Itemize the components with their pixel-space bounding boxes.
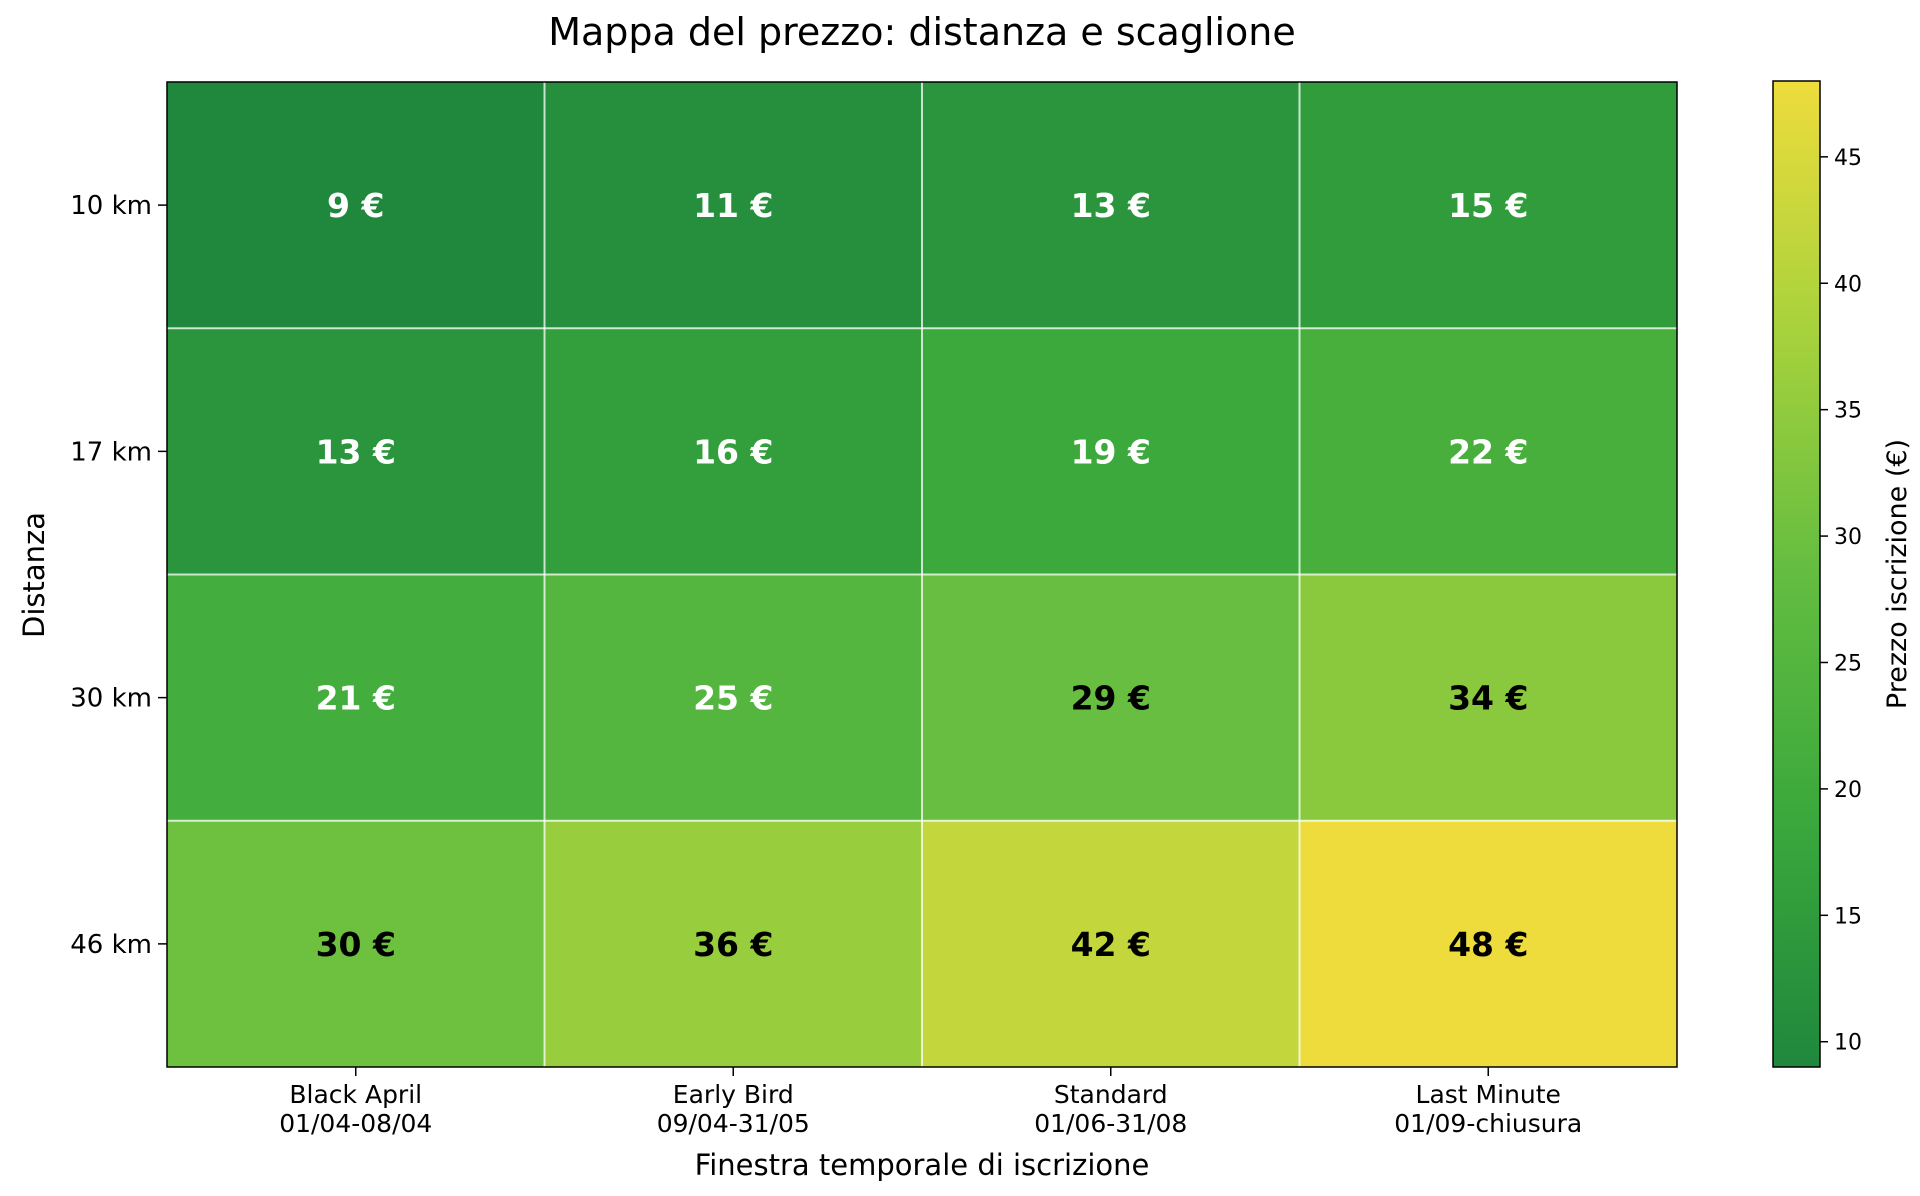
y-axis-tick-labels: 10 km 17 km 30 km 46 km (70, 191, 167, 960)
cell-gridlines (167, 82, 1677, 1067)
y-tick-label: 30 km (70, 684, 152, 714)
heatmap-cell (167, 820, 545, 1067)
y-tick-label: 46 km (70, 930, 152, 960)
heatmap-cell (167, 82, 545, 329)
heatmap-cell (922, 82, 1300, 329)
cell-value-label: 21 € (316, 679, 396, 718)
heatmap-cell (1299, 574, 1677, 821)
x-tick-label: 01/04-08/04 (279, 1109, 432, 1138)
cell-value-label: 13 € (316, 432, 396, 471)
x-tick-label: Last Minute (1416, 1080, 1561, 1109)
y-axis-label: Distanza (17, 512, 51, 638)
colorbar-tick-label: 30 (1834, 525, 1862, 550)
heatmap-cell (1299, 82, 1677, 329)
cell-value-label: 48 € (1448, 925, 1528, 964)
heatmap-cell (167, 328, 545, 575)
cell-value-label: 22 € (1448, 432, 1528, 471)
cell-value-label: 16 € (693, 432, 773, 471)
x-tick-label: 01/06-31/08 (1034, 1109, 1187, 1138)
heatmap-cell (544, 328, 922, 575)
heatmap-cell (544, 82, 922, 329)
cell-value-label: 9 € (327, 186, 384, 225)
cell-value-label: 15 € (1448, 186, 1528, 225)
colorbar-label: Prezzo iscrizione (€) (1882, 439, 1913, 709)
heatmap-cell (922, 574, 1300, 821)
cell-value-label: 36 € (693, 925, 773, 964)
heatmap-cells: 9 € 11 € 13 € 15 € 13 € 16 € 19 € 22 € 21 € 25 € 2… (167, 82, 1677, 1067)
colorbar-tick-label: 10 (1834, 1031, 1862, 1056)
heatmap-cell (544, 574, 922, 821)
heatmap-cell (922, 820, 1300, 1067)
heatmap-cell (167, 574, 545, 821)
colorbar-tick-label: 45 (1834, 146, 1862, 171)
x-tick-label: Black April (289, 1080, 422, 1109)
plot-frame (166, 81, 1678, 1068)
cell-value-label: 11 € (693, 186, 773, 225)
cell-value-label: 13 € (1071, 186, 1151, 225)
y-tick-label: 10 km (70, 191, 152, 221)
heatmap-cell (922, 328, 1300, 575)
colorbar-tick-label: 25 (1834, 651, 1862, 676)
x-tick-label: Standard (1054, 1080, 1168, 1109)
heatmap-cell (544, 820, 922, 1067)
colorbar (1772, 80, 1821, 1068)
x-tick-label: Early Bird (673, 1080, 794, 1109)
cell-value-label: 34 € (1448, 679, 1528, 718)
y-tick-label: 17 km (70, 437, 152, 467)
cell-value-label: 25 € (693, 679, 773, 718)
cell-value-label: 30 € (316, 925, 396, 964)
x-tick-label: 09/04-31/05 (657, 1109, 810, 1138)
cell-value-label: 29 € (1071, 679, 1151, 718)
colorbar-tick-label: 35 (1834, 399, 1862, 424)
colorbar-tick-label: 15 (1834, 904, 1862, 929)
cell-value-label: 19 € (1071, 432, 1151, 471)
heatmap-cell (1299, 820, 1677, 1067)
chart-title: Mappa del prezzo: distanza e scaglione (548, 10, 1296, 54)
cell-value-label: 42 € (1071, 925, 1151, 964)
x-tick-label: 01/09-chiusura (1394, 1109, 1582, 1138)
colorbar-ticks: 10 15 20 25 30 35 40 45 (1820, 146, 1862, 1056)
x-axis-label: Finestra temporale di iscrizione (695, 1148, 1150, 1182)
colorbar-tick-label: 20 (1834, 778, 1862, 803)
colorbar-tick-label: 40 (1834, 272, 1862, 297)
heatmap-cell (1299, 328, 1677, 575)
